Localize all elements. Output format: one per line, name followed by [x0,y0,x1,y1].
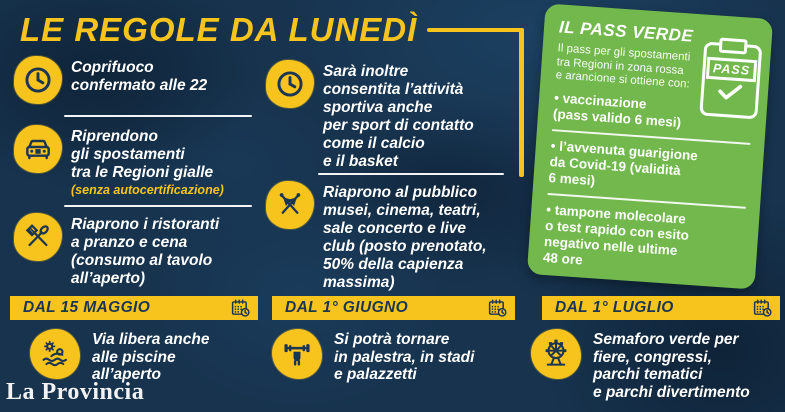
calendar-clock-icon [487,298,508,319]
section-1-luglio: DAL 1° LUGLIO [531,296,780,401]
date-item-text: Via libera anche alle piscine all’aperto [92,331,210,383]
dumbbell-icon [272,329,322,379]
pass-verde-panel: IL PASS VERDE Il pass per gli spostament… [526,3,774,290]
pass-panel-intro: Il pass per gli spostamenti tra Regioni … [555,42,691,91]
pass-bullet-recovery: • l’avvenuta guarigione da Covid-19 (val… [548,137,699,188]
date-banner: DAL 1° GIUGNO [272,296,515,320]
clock-icon [266,60,314,108]
rule-text: Coprifuoco confermato alle 22 [71,59,208,94]
rule-text: Sarà inoltre consentita l’attività sport… [323,63,474,170]
ferris-wheel-icon [531,329,581,379]
crossed-flags-icon [266,181,314,229]
check-icon [718,84,743,100]
swimmer-icon [30,329,80,379]
page-title: LE REGOLE DA LUNEDÌ [20,11,418,48]
pass-badge-label: PASS [706,56,757,83]
date-banner: DAL 15 MAGGIO [10,296,258,320]
rule-culture: Riaprono al pubblico musei, cinema, teat… [266,181,487,292]
la-provincia-logo: La Provincia [6,379,145,405]
rule-travel: Riprendono gli spostamenti tra le Region… [14,125,224,197]
pass-clipboard-icon: PASS [699,37,763,120]
divider [64,115,252,117]
rule-restaurants: Riaprono i ristoranti a pranzo e cena (c… [14,213,219,288]
rule-curfew: Coprifuoco confermato alle 22 [14,56,207,104]
divider [64,205,252,207]
banner-label: DAL 15 MAGGIO [23,299,151,316]
date-item-text: Semaforo verde per fiere, congressi, par… [593,331,750,401]
date-item: Via libera anche alle piscine all’aperto [30,329,258,384]
date-item-text: Si potrà tornare in palestra, in stadi e… [334,331,475,383]
utensils-icon [14,213,62,261]
pass-bullet-test: • tampone molecolare o test rapido con e… [542,201,690,268]
divider [318,173,504,175]
date-item: Semaforo verde per fiere, congressi, par… [531,329,780,401]
date-item: Si potrà tornare in palestra, in stadi e… [272,329,515,384]
date-banner: DAL 1° LUGLIO [542,296,780,320]
clipboard-clip [718,37,748,55]
rule-text: Riprendono gli spostamenti tra le Region… [71,128,214,181]
calendar-clock-icon [752,298,773,319]
banner-label: DAL 1° GIUGNO [285,299,409,316]
rule-note: (senza autocertificazione) [71,183,224,197]
rule-sport: Sarà inoltre consentita l’attività sport… [266,60,474,171]
rule-text: Riaprono al pubblico musei, cinema, teat… [323,184,487,291]
clock-icon [14,56,62,104]
title-line-vertical [519,28,524,177]
calendar-clock-icon [230,298,251,319]
title-line-horizontal [427,27,524,33]
rule-text: Riaprono i ristoranti a pranzo e cena (c… [71,216,220,287]
section-1-giugno: DAL 1° GIUGNO [272,296,515,384]
section-15-maggio: DAL 15 MAGGIO [10,296,258,384]
title-row: LE REGOLE DA LUNEDÌ [20,8,524,52]
banner-label: DAL 1° LUGLIO [555,299,674,316]
car-icon [14,125,62,173]
